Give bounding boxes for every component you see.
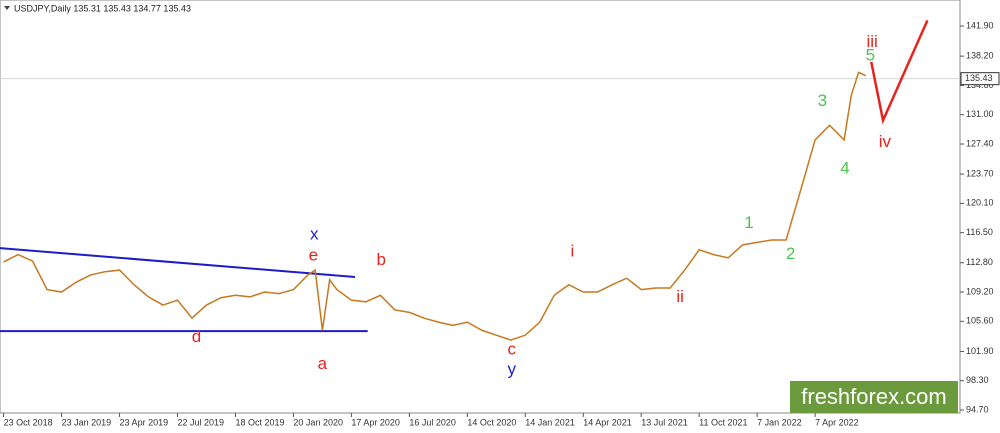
- current-price-box: [960, 72, 1000, 86]
- y-tick-label: 116.50: [966, 227, 993, 237]
- plot-frame: [0, 0, 961, 414]
- wave-label: i: [570, 242, 574, 261]
- x-tick-label: 14 Oct 2020: [467, 417, 516, 427]
- y-tick-label: 94.70: [966, 404, 989, 414]
- x-tick-label: 7 Apr 2022: [815, 417, 859, 427]
- trendline: [0, 247, 356, 278]
- y-tick-label: 138.20: [966, 51, 994, 61]
- x-tick-label: 23 Oct 2018: [4, 417, 53, 427]
- wave-label: y: [507, 360, 516, 379]
- wave-label: x: [310, 225, 319, 244]
- x-tick-label: 16 Jul 2020: [409, 417, 456, 427]
- wave-label: e: [309, 246, 318, 265]
- wave-label: 4: [840, 159, 849, 178]
- y-tick-label: 127.40: [966, 138, 994, 148]
- x-tick-label: 23 Apr 2019: [120, 417, 169, 427]
- wave-label: iii: [866, 32, 877, 51]
- y-tick-label: 101.90: [966, 346, 994, 356]
- y-tick-label: 141.90: [966, 20, 994, 30]
- wave-label: 2: [786, 244, 795, 263]
- x-tick-label: 17 Apr 2020: [351, 417, 400, 427]
- y-tick-label: 131.00: [966, 109, 994, 119]
- wave-label: d: [192, 327, 201, 346]
- price-line: [3, 71, 867, 341]
- wave-label: 1: [744, 213, 753, 232]
- y-tick-label: 105.60: [966, 316, 994, 326]
- x-tick-label: 11 Oct 2021: [699, 417, 747, 427]
- wave-label: 5: [866, 46, 875, 65]
- y-tick-label: 98.30: [966, 375, 989, 385]
- y-tick-label: 120.10: [966, 198, 994, 208]
- current-price-label: 135.43: [965, 73, 993, 83]
- x-tick-label: 7 Jan 2022: [757, 417, 802, 427]
- x-tick-label: 13 Jul 2021: [641, 417, 688, 427]
- wave-label: iv: [879, 132, 892, 151]
- y-tick-label: 112.80: [966, 257, 993, 267]
- wave-label: a: [318, 354, 328, 373]
- menu-arrow: [4, 6, 10, 10]
- y-tick-label: 123.70: [966, 168, 994, 178]
- wave-label: 3: [818, 91, 827, 110]
- x-tick-label: 20 Jan 2020: [293, 417, 343, 427]
- x-tick-label: 18 Oct 2019: [235, 417, 284, 427]
- wave-label: c: [507, 339, 516, 358]
- wave-label: b: [377, 250, 386, 269]
- watermark: freshforex.com: [801, 384, 947, 409]
- chart-title: USDJPY,Daily 135.31 135.43 134.77 135.43: [14, 3, 191, 13]
- x-tick-label: 22 Jul 2019: [178, 417, 225, 427]
- x-tick-label: 14 Apr 2021: [583, 417, 632, 427]
- y-tick-label: 109.20: [966, 286, 994, 296]
- price-line: [870, 19, 929, 125]
- watermark-box: [790, 381, 958, 413]
- x-tick-label: 23 Jan 2019: [62, 417, 112, 427]
- wave-label: ii: [676, 287, 684, 306]
- x-tick-label: 14 Jan 2021: [525, 417, 575, 427]
